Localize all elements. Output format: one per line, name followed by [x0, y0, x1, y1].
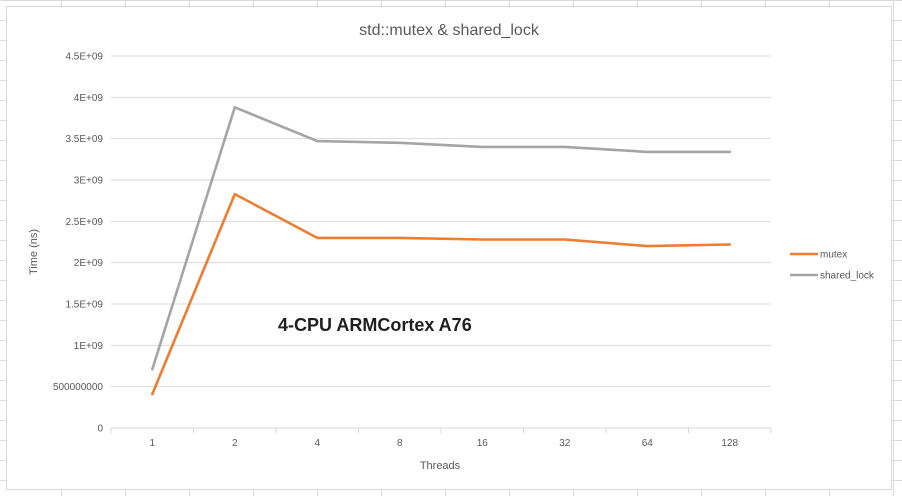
- x-axis-title: Threads: [420, 460, 461, 472]
- legend-label: shared_lock: [820, 271, 875, 282]
- x-tick-label: 64: [642, 438, 654, 449]
- chart-title: std::mutex & shared_lock: [359, 22, 540, 39]
- series-lines: [151, 106, 732, 396]
- series-line-mutex: [151, 192, 732, 396]
- y-tick-label: 3E+09: [74, 176, 104, 187]
- y-tick-label: 0: [97, 424, 103, 435]
- chart-annotation: 4-CPU ARMCortex A76: [278, 315, 472, 335]
- axes: 0 500000000 1E+09 1.5E+09 2E+09 2.5E+09 3E+09 3…: [53, 52, 772, 449]
- x-tick-label: 128: [721, 438, 738, 449]
- y-tick-label: 4E+09: [74, 93, 104, 104]
- y-tick-label: 2.5E+09: [65, 217, 103, 228]
- y-tick-label: 500000000: [53, 382, 103, 393]
- y-axis-title: Time (ns): [28, 229, 40, 275]
- x-tick-label: 16: [477, 438, 489, 449]
- y-tick-label: 3.5E+09: [65, 134, 103, 145]
- series-line-shared-lock: [151, 106, 732, 371]
- y-tick-label: 4.5E+09: [65, 52, 103, 63]
- y-tick-label: 1.5E+09: [65, 300, 103, 311]
- gridlines: [111, 55, 771, 388]
- chart-area[interactable]: 0 500000000 1E+09 1.5E+09 2E+09 2.5E+09 3E+09 3…: [6, 6, 892, 490]
- y-tick-label: 1E+09: [74, 341, 104, 352]
- x-tick-label: 2: [232, 438, 238, 449]
- x-tick-label: 1: [149, 438, 155, 449]
- x-tick-label: 8: [397, 438, 403, 449]
- x-tick-label: 32: [559, 438, 571, 449]
- line-chart: 0 500000000 1E+09 1.5E+09 2E+09 2.5E+09 3E+09 3…: [28, 22, 875, 472]
- legend: mutex shared_lock: [790, 250, 875, 282]
- x-tick-label: 4: [314, 438, 320, 449]
- y-tick-label: 2E+09: [74, 258, 104, 269]
- legend-label: mutex: [820, 250, 847, 261]
